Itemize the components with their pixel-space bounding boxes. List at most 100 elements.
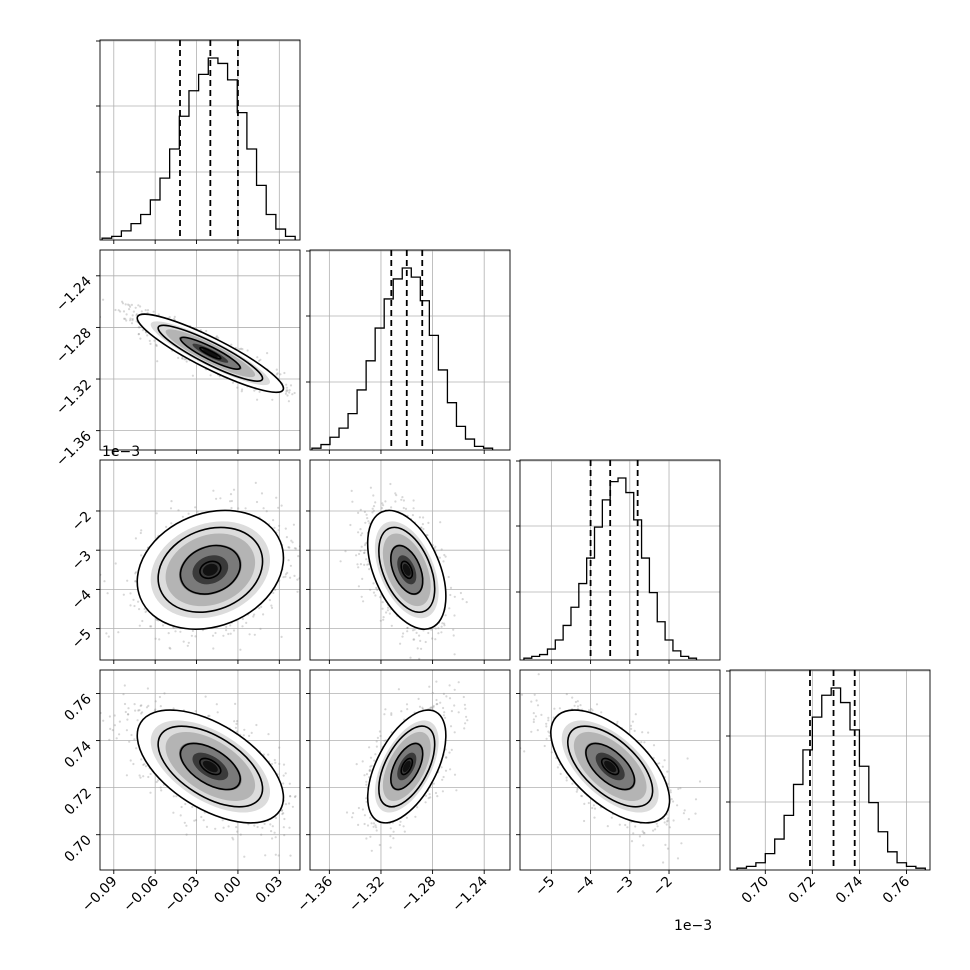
sample-point xyxy=(367,563,370,566)
sample-point xyxy=(272,591,275,595)
sample-point xyxy=(187,512,190,515)
density-level-5 xyxy=(202,349,218,358)
sample-point xyxy=(132,762,135,766)
sample-point xyxy=(278,746,281,749)
density-panel-2-1 xyxy=(339,482,468,660)
sample-point xyxy=(128,304,131,307)
sample-point xyxy=(165,525,168,529)
sample-point xyxy=(156,779,160,782)
sample-point xyxy=(145,706,149,709)
sample-point xyxy=(253,613,256,616)
sample-point xyxy=(305,407,307,409)
sample-point xyxy=(395,494,398,497)
contour-2 xyxy=(179,336,241,370)
sample-point xyxy=(244,507,247,510)
sample-point xyxy=(227,632,230,636)
sample-point xyxy=(117,309,120,312)
sample-point xyxy=(260,492,264,495)
sample-point xyxy=(448,607,451,610)
sample-point xyxy=(128,740,131,743)
sample-point xyxy=(246,349,249,352)
sample-point xyxy=(289,854,292,857)
sample-point xyxy=(241,388,244,391)
sample-point xyxy=(288,391,291,394)
sample-point xyxy=(262,507,265,510)
contour-0 xyxy=(136,313,285,394)
sample-point xyxy=(235,722,238,726)
sample-point xyxy=(150,625,153,628)
sample-point xyxy=(374,594,377,597)
sample-point xyxy=(230,499,233,503)
sample-point xyxy=(236,386,239,389)
sample-point xyxy=(129,305,132,308)
contour-2 xyxy=(390,544,424,595)
sample-point xyxy=(211,634,215,637)
sample-point xyxy=(230,343,233,346)
sample-point xyxy=(138,608,141,611)
sample-point xyxy=(461,598,464,601)
sample-point xyxy=(371,511,374,514)
sample-point xyxy=(452,634,455,637)
sample-point xyxy=(127,303,130,306)
sample-point xyxy=(109,727,112,731)
sample-point xyxy=(273,831,276,834)
sample-point xyxy=(293,547,296,550)
sample-point xyxy=(431,637,434,640)
sample-point xyxy=(285,383,288,386)
sample-point xyxy=(134,709,137,712)
contour-3 xyxy=(199,560,222,580)
sample-point xyxy=(443,624,446,627)
sample-point xyxy=(130,303,133,306)
sample-point xyxy=(253,633,256,636)
sample-point xyxy=(196,510,199,513)
sample-point xyxy=(365,558,368,561)
sample-point xyxy=(363,551,366,555)
sample-point xyxy=(268,599,271,602)
sample-point xyxy=(202,819,205,822)
sample-point xyxy=(209,374,212,377)
sample-point xyxy=(384,500,387,503)
sample-point xyxy=(359,549,362,552)
sample-point xyxy=(379,619,382,622)
sample-point xyxy=(312,403,314,405)
sample-point xyxy=(235,730,238,733)
sample-point xyxy=(229,500,232,503)
sample-point xyxy=(102,719,105,722)
sample-point xyxy=(415,631,418,635)
sample-point xyxy=(358,552,361,556)
sample-point xyxy=(282,774,285,777)
sample-point xyxy=(430,628,433,631)
sample-point xyxy=(219,497,222,500)
contour-1 xyxy=(157,324,264,382)
sample-point xyxy=(291,393,294,396)
sample-point xyxy=(131,314,134,317)
density-level-5 xyxy=(402,563,411,576)
sample-point xyxy=(283,371,286,375)
sample-point xyxy=(254,481,257,484)
sample-point xyxy=(168,316,171,319)
sample-point xyxy=(137,332,140,336)
sample-point xyxy=(205,329,208,333)
sample-point xyxy=(292,523,295,526)
sample-point xyxy=(194,710,197,713)
sample-point xyxy=(297,555,300,558)
sample-point xyxy=(375,586,378,590)
density-panel-3-0 xyxy=(100,670,300,858)
sample-point xyxy=(293,574,296,578)
sample-point xyxy=(357,585,360,588)
sample-point xyxy=(275,373,278,376)
sample-point xyxy=(411,514,414,517)
sample-point xyxy=(278,762,281,766)
sample-point xyxy=(129,319,132,322)
sample-point xyxy=(387,606,390,609)
sample-point xyxy=(107,635,110,638)
sample-point xyxy=(272,519,275,522)
sample-point xyxy=(215,497,218,500)
sample-point xyxy=(286,571,289,575)
sample-point xyxy=(465,601,468,604)
sample-point xyxy=(412,638,415,641)
density-level-5 xyxy=(202,563,218,576)
sample-point xyxy=(205,825,209,829)
sample-point xyxy=(273,526,276,529)
sample-point xyxy=(284,392,287,395)
